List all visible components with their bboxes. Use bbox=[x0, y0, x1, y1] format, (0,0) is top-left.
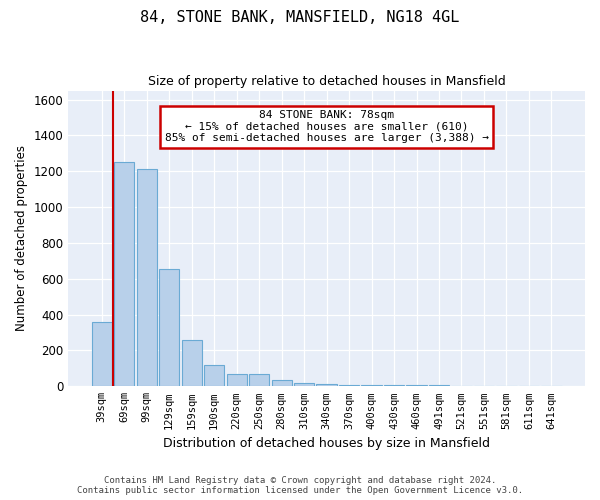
Text: 84, STONE BANK, MANSFIELD, NG18 4GL: 84, STONE BANK, MANSFIELD, NG18 4GL bbox=[140, 10, 460, 25]
X-axis label: Distribution of detached houses by size in Mansfield: Distribution of detached houses by size … bbox=[163, 437, 490, 450]
Bar bbox=[384, 385, 404, 386]
Bar bbox=[182, 340, 202, 386]
Bar bbox=[294, 382, 314, 386]
Bar bbox=[339, 384, 359, 386]
Text: 84 STONE BANK: 78sqm
← 15% of detached houses are smaller (610)
85% of semi-deta: 84 STONE BANK: 78sqm ← 15% of detached h… bbox=[164, 110, 488, 144]
Text: Contains HM Land Registry data © Crown copyright and database right 2024.
Contai: Contains HM Land Registry data © Crown c… bbox=[77, 476, 523, 495]
Y-axis label: Number of detached properties: Number of detached properties bbox=[15, 146, 28, 332]
Bar bbox=[227, 374, 247, 386]
Bar bbox=[361, 384, 382, 386]
Bar bbox=[159, 269, 179, 386]
Bar bbox=[137, 170, 157, 386]
Title: Size of property relative to detached houses in Mansfield: Size of property relative to detached ho… bbox=[148, 75, 505, 88]
Bar bbox=[272, 380, 292, 386]
Bar bbox=[316, 384, 337, 386]
Bar bbox=[249, 374, 269, 386]
Bar bbox=[92, 322, 112, 386]
Bar bbox=[114, 162, 134, 386]
Bar bbox=[204, 365, 224, 386]
